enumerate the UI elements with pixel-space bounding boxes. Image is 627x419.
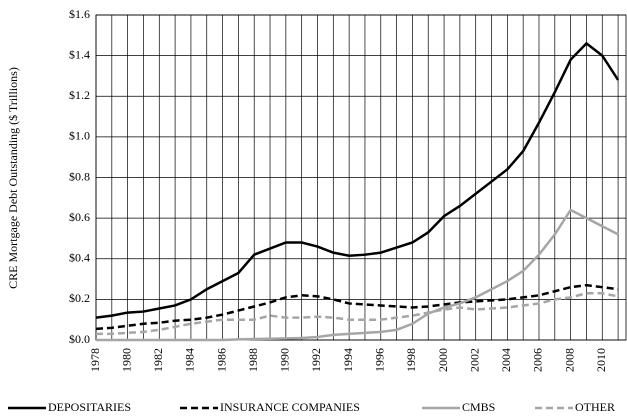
- y-tick-label: $0.8: [69, 169, 90, 183]
- y-tick-label: $0.2: [69, 291, 90, 305]
- y-tick-label: $0.0: [69, 332, 90, 346]
- plot-frame: [95, 14, 627, 341]
- x-tick-label: 2002: [467, 348, 481, 372]
- x-tick-label: 2006: [531, 348, 545, 372]
- x-tick-label: 1990: [278, 348, 292, 372]
- series-line: [96, 208, 619, 342]
- x-tick-label: 1980: [119, 348, 133, 372]
- x-tick-label: 1984: [183, 348, 197, 372]
- x-tick-label: 1982: [151, 348, 165, 372]
- x-tick-label: 2010: [594, 348, 608, 372]
- legend-label: CMBS: [462, 400, 495, 414]
- x-tick-label: 1996: [373, 348, 387, 372]
- x-tick-label: 1978: [88, 348, 102, 372]
- x-tick-label: 1998: [404, 348, 418, 372]
- y-tick-label: $1.0: [69, 129, 90, 143]
- y-tick-label: $1.6: [69, 7, 90, 21]
- y-tick-label: $0.4: [69, 251, 90, 265]
- series-line: [95, 283, 619, 331]
- legend-label: DEPOSITARIES: [48, 400, 131, 414]
- y-tick-label: $1.2: [69, 88, 90, 102]
- y-tick-label: $0.6: [69, 210, 90, 224]
- y-tick-label: $1.4: [69, 47, 90, 61]
- legend-label: INSURANCE COMPANIES: [220, 400, 360, 414]
- x-tick-label: 2004: [499, 348, 513, 372]
- series-line: [95, 41, 620, 319]
- x-tick-label: 2000: [436, 348, 450, 372]
- x-tick-label: 2008: [562, 348, 576, 372]
- legend-label: OTHER: [575, 400, 615, 414]
- y-axis-label: CRE Mortgage Debt Outstanding ($ Trillio…: [6, 67, 20, 289]
- x-tick-label: 1994: [341, 348, 355, 372]
- x-tick-label: 1992: [309, 348, 323, 372]
- x-tick-label: 1988: [246, 348, 260, 372]
- x-tick-label: 1986: [214, 348, 228, 372]
